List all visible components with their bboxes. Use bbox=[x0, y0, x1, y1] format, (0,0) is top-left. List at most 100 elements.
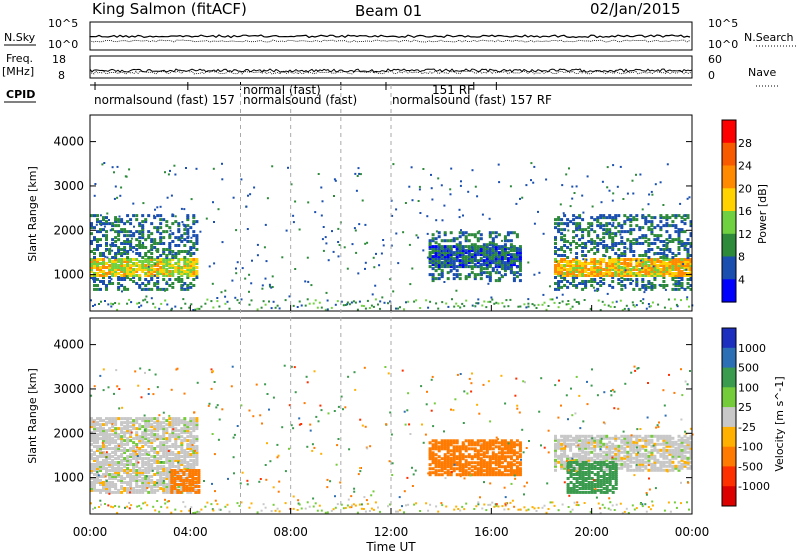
power-cell bbox=[635, 214, 639, 218]
power-cell bbox=[440, 269, 444, 273]
velocity-cell bbox=[449, 465, 453, 469]
velocity-cell bbox=[99, 463, 102, 466]
power-cell bbox=[135, 214, 139, 218]
velocity-cell bbox=[440, 461, 444, 465]
power-cell bbox=[120, 248, 124, 251]
velocity-cell bbox=[677, 448, 681, 452]
power-cell bbox=[557, 222, 561, 226]
velocity-cell bbox=[503, 473, 507, 477]
velocity-cell bbox=[491, 447, 495, 451]
power-cell bbox=[440, 265, 444, 269]
velocity-cell bbox=[473, 441, 477, 445]
velocity-cell bbox=[479, 467, 483, 471]
velocity-cell bbox=[159, 447, 163, 450]
power-cell bbox=[557, 262, 561, 265]
power-cell bbox=[614, 266, 618, 269]
velocity-cell bbox=[443, 467, 447, 471]
power-cell bbox=[144, 272, 148, 275]
velocity-cell bbox=[96, 427, 99, 431]
velocity-cell bbox=[599, 440, 603, 444]
power-cell bbox=[494, 263, 498, 267]
power-cell bbox=[629, 240, 633, 243]
velocity-cell bbox=[123, 421, 127, 425]
power-cell bbox=[102, 270, 105, 273]
power-cell bbox=[120, 278, 124, 281]
power-cell bbox=[489, 300, 492, 303]
velocity-cell bbox=[614, 448, 618, 452]
power-cell bbox=[497, 263, 501, 267]
velocity-cell bbox=[102, 459, 105, 462]
velocity-cell bbox=[488, 461, 492, 465]
velocity-cell bbox=[636, 428, 639, 431]
cpid-text-5: normalsound (fast) 157 RF bbox=[392, 93, 552, 107]
velocity-cell bbox=[575, 485, 579, 488]
velocity-cell bbox=[171, 433, 175, 437]
velocity-cell bbox=[659, 442, 663, 446]
velocity-cell bbox=[662, 434, 666, 438]
velocity-cell bbox=[144, 425, 148, 429]
velocity-cell bbox=[168, 488, 172, 492]
velocity-cell bbox=[487, 380, 490, 383]
velocity-cell bbox=[602, 490, 606, 494]
velocity-cell bbox=[126, 429, 130, 433]
power-cell bbox=[512, 271, 516, 275]
power-cell bbox=[108, 280, 112, 283]
velocity-cell bbox=[105, 439, 108, 443]
power-cell bbox=[537, 210, 539, 213]
velocity-cell bbox=[596, 483, 600, 486]
velocity-cell bbox=[689, 436, 693, 440]
power-cell bbox=[677, 276, 681, 279]
velocity-cell bbox=[120, 487, 124, 490]
velocity-cell bbox=[165, 461, 169, 464]
power-cell bbox=[602, 236, 606, 240]
power-cell bbox=[611, 216, 615, 220]
velocity-cell bbox=[93, 451, 96, 454]
velocity-cell bbox=[566, 444, 570, 448]
velocity-cell bbox=[452, 451, 456, 455]
velocity-cell bbox=[195, 439, 199, 443]
power-cell bbox=[165, 264, 169, 267]
power-cell bbox=[611, 218, 615, 222]
power-cell bbox=[471, 169, 474, 172]
power-cell bbox=[686, 238, 690, 242]
power-cell bbox=[132, 232, 136, 236]
velocity-cell bbox=[668, 436, 672, 440]
power-cell bbox=[449, 193, 452, 196]
velocity-cell bbox=[120, 431, 124, 435]
power-cell bbox=[350, 301, 353, 304]
power-cell bbox=[497, 257, 501, 261]
power-cell bbox=[488, 265, 492, 269]
power-cell bbox=[418, 185, 421, 188]
velocity-cell bbox=[195, 463, 199, 466]
power-cell bbox=[599, 270, 603, 273]
velocity-cell bbox=[509, 447, 513, 451]
velocity-cell bbox=[650, 466, 654, 470]
velocity-cell bbox=[129, 449, 133, 452]
power-cell bbox=[240, 298, 243, 301]
power-cell bbox=[458, 253, 462, 257]
power-cell bbox=[575, 270, 579, 273]
power-cell bbox=[554, 272, 557, 275]
power-cell bbox=[674, 282, 678, 285]
velocity-cell bbox=[578, 444, 582, 448]
velocity-cell bbox=[255, 383, 258, 386]
power-cell bbox=[567, 229, 570, 232]
power-cell bbox=[617, 260, 621, 263]
velocity-cell bbox=[506, 455, 510, 459]
velocity-cell bbox=[664, 414, 667, 417]
velocity-cell bbox=[518, 445, 522, 449]
velocity-cell bbox=[114, 483, 118, 486]
power-cell bbox=[464, 265, 468, 269]
power-cell bbox=[653, 262, 657, 265]
velocity-cell bbox=[188, 473, 192, 476]
power-cell bbox=[571, 305, 574, 308]
velocity-cell bbox=[620, 444, 624, 448]
power-cell bbox=[306, 256, 309, 259]
power-cell bbox=[183, 270, 187, 273]
velocity-cell bbox=[102, 445, 105, 448]
power-cell bbox=[123, 250, 127, 253]
velocity-cell bbox=[596, 479, 600, 482]
power-cell bbox=[635, 280, 639, 283]
y-tick-label: 4000 bbox=[53, 135, 84, 149]
velocity-cell bbox=[572, 473, 576, 476]
